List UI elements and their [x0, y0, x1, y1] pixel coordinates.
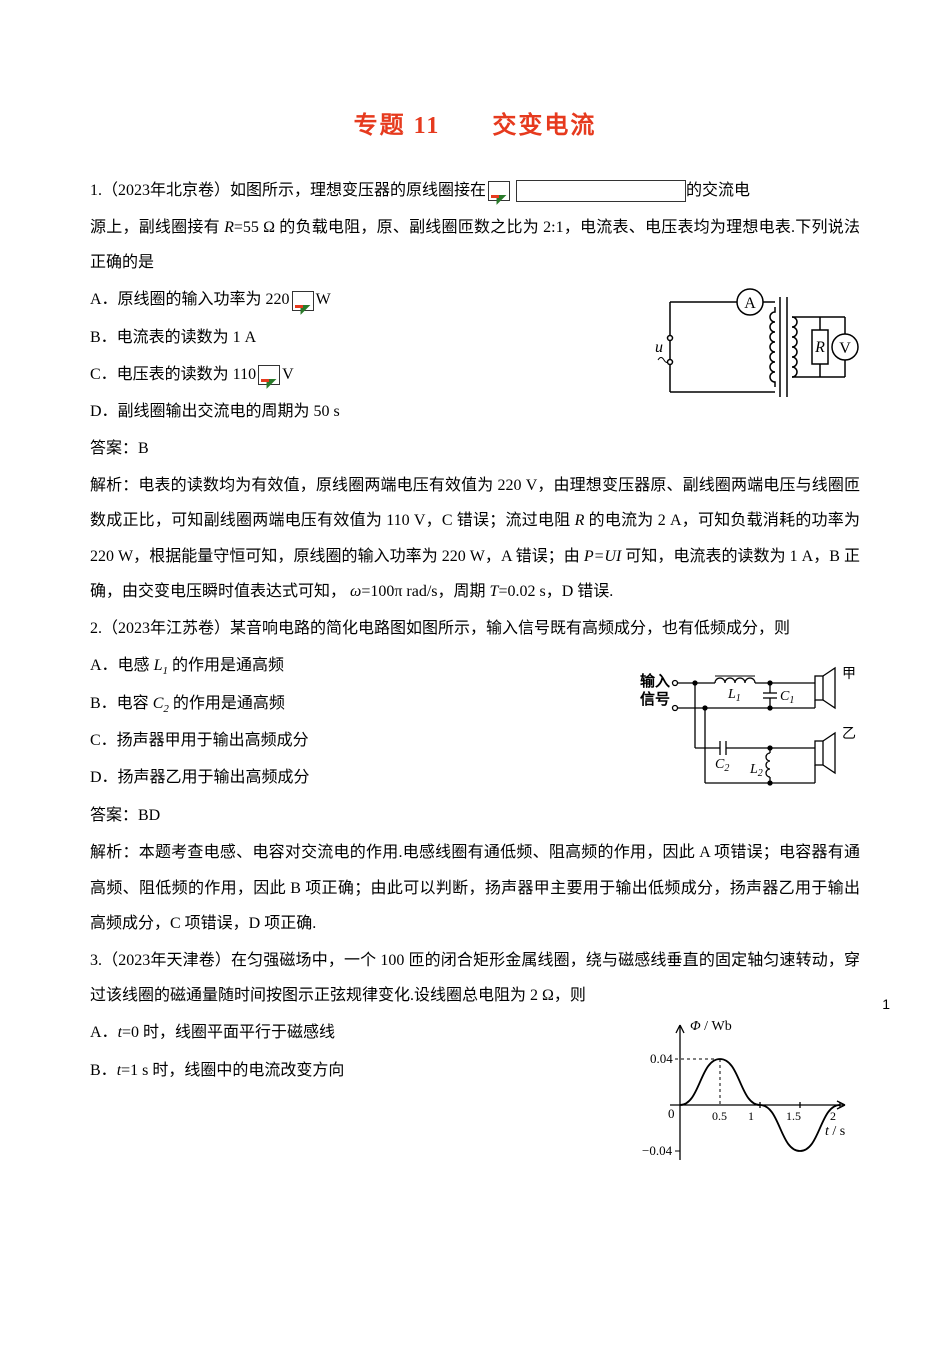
label-yi: 乙 [842, 726, 856, 742]
page-title: 专题 11 交变电流 [90, 100, 860, 153]
label-C2: C2 [715, 757, 729, 774]
q3B-b: =1 s 时，线圈中的电流改变方向 [121, 1062, 344, 1079]
label-L2: L2 [749, 762, 763, 779]
q3A-b: =0 时，线圈平面平行于磁感线 [122, 1024, 335, 1041]
x-axis-label: t / s [825, 1124, 845, 1139]
tick-n004: −0.04 [642, 1143, 673, 1158]
broken-image-icon [488, 181, 510, 201]
tick-15: 1.5 [786, 1109, 801, 1123]
blank-box [516, 180, 686, 202]
q1A-a: A．原线圈的输入功率为 220 [90, 291, 290, 308]
tick-05: 0.5 [712, 1109, 727, 1123]
q2A-a: A．电感 [90, 657, 154, 674]
figure-sine-graph: Φ / Wb 0.04 0 −0.04 0.5 1 1.5 2 t / s [630, 1015, 860, 1175]
broken-image-icon [258, 365, 280, 385]
q2A-b: 的作用是通高频 [168, 657, 284, 674]
source-u: u [655, 339, 663, 356]
q3-stem: 3.（2023年天津卷）在匀强磁场中，一个 100 匝的闭合矩形金属线圈，绕与磁… [90, 943, 860, 1013]
broken-image-icon [292, 291, 314, 311]
label-C1: C1 [780, 689, 794, 706]
q1-answer: 答案：B [90, 431, 860, 466]
label-input2: 信号 [640, 690, 670, 708]
tick-0: 0 [668, 1106, 675, 1121]
q3B-a: B． [90, 1062, 117, 1079]
label-L1: L1 [727, 687, 741, 704]
q1-l2a: 源上，副线圈接有 [90, 219, 224, 236]
var-R2: R [575, 512, 585, 529]
ammeter-label: A [744, 295, 756, 312]
page-number: 1 [882, 989, 890, 1020]
q1s4: =100π rad/s，周期 [361, 583, 489, 600]
var-R: R [224, 219, 234, 236]
q1C-a: C．电压表的读数为 110 [90, 366, 256, 383]
q1-stem: 1.（2023年北京卷）如图所示，理想变压器的原线圈接在 的交流电 [90, 173, 860, 208]
q2-solution: 解析：本题考查电感、电容对交流电的作用.电感线圈有通低频、阻高频的作用，因此 A… [90, 835, 860, 941]
label-input1: 输入 [640, 672, 670, 690]
q2B-a: B．电容 [90, 695, 153, 712]
q1C-b: V [282, 366, 294, 383]
q1s5: =0.02 s，D 错误. [498, 583, 613, 600]
q1-line1a: 1.（2023年北京卷）如图所示，理想变压器的原线圈接在 [90, 182, 486, 199]
q3A-a: A． [90, 1024, 118, 1041]
figure-transformer: A u R [640, 282, 860, 422]
var-omega: ω [350, 583, 361, 600]
label-jia: 甲 [842, 667, 856, 682]
var-L1: L1 [154, 657, 168, 674]
var-PUI: P=UI [584, 548, 621, 565]
q1-line1b: 的交流电 [686, 182, 750, 199]
tick-1: 1 [748, 1109, 754, 1123]
q2-stem: 2.（2023年江苏卷）某音响电路的简化电路图如图所示，输入信号既有高频成分，也… [90, 611, 860, 646]
y-axis-label: Φ / Wb [690, 1019, 732, 1034]
q2B-b: 的作用是通高频 [169, 695, 285, 712]
tick-2: 2 [830, 1109, 836, 1123]
tick-004: 0.04 [650, 1051, 673, 1066]
q1A-b: W [316, 291, 331, 308]
resistor-R: R [814, 339, 825, 356]
q1-stem2: 源上，副线圈接有 R=55 Ω 的负载电阻，原、副线圈匝数之比为 2:1，电流表… [90, 210, 860, 280]
voltmeter-V: V [839, 340, 851, 357]
content-body: 1.（2023年北京卷）如图所示，理想变压器的原线圈接在 的交流电 源上，副线圈接… [90, 173, 860, 1088]
var-C2: C2 [153, 695, 169, 712]
q1-solution: 解析：电表的读数均为有效值，原线圈两端电压有效值为 220 V，由理想变压器原、… [90, 468, 860, 609]
q2-answer: 答案：BD [90, 798, 860, 833]
figure-audio-circuit: 输入 信号 L1 C1 甲 [620, 648, 860, 798]
